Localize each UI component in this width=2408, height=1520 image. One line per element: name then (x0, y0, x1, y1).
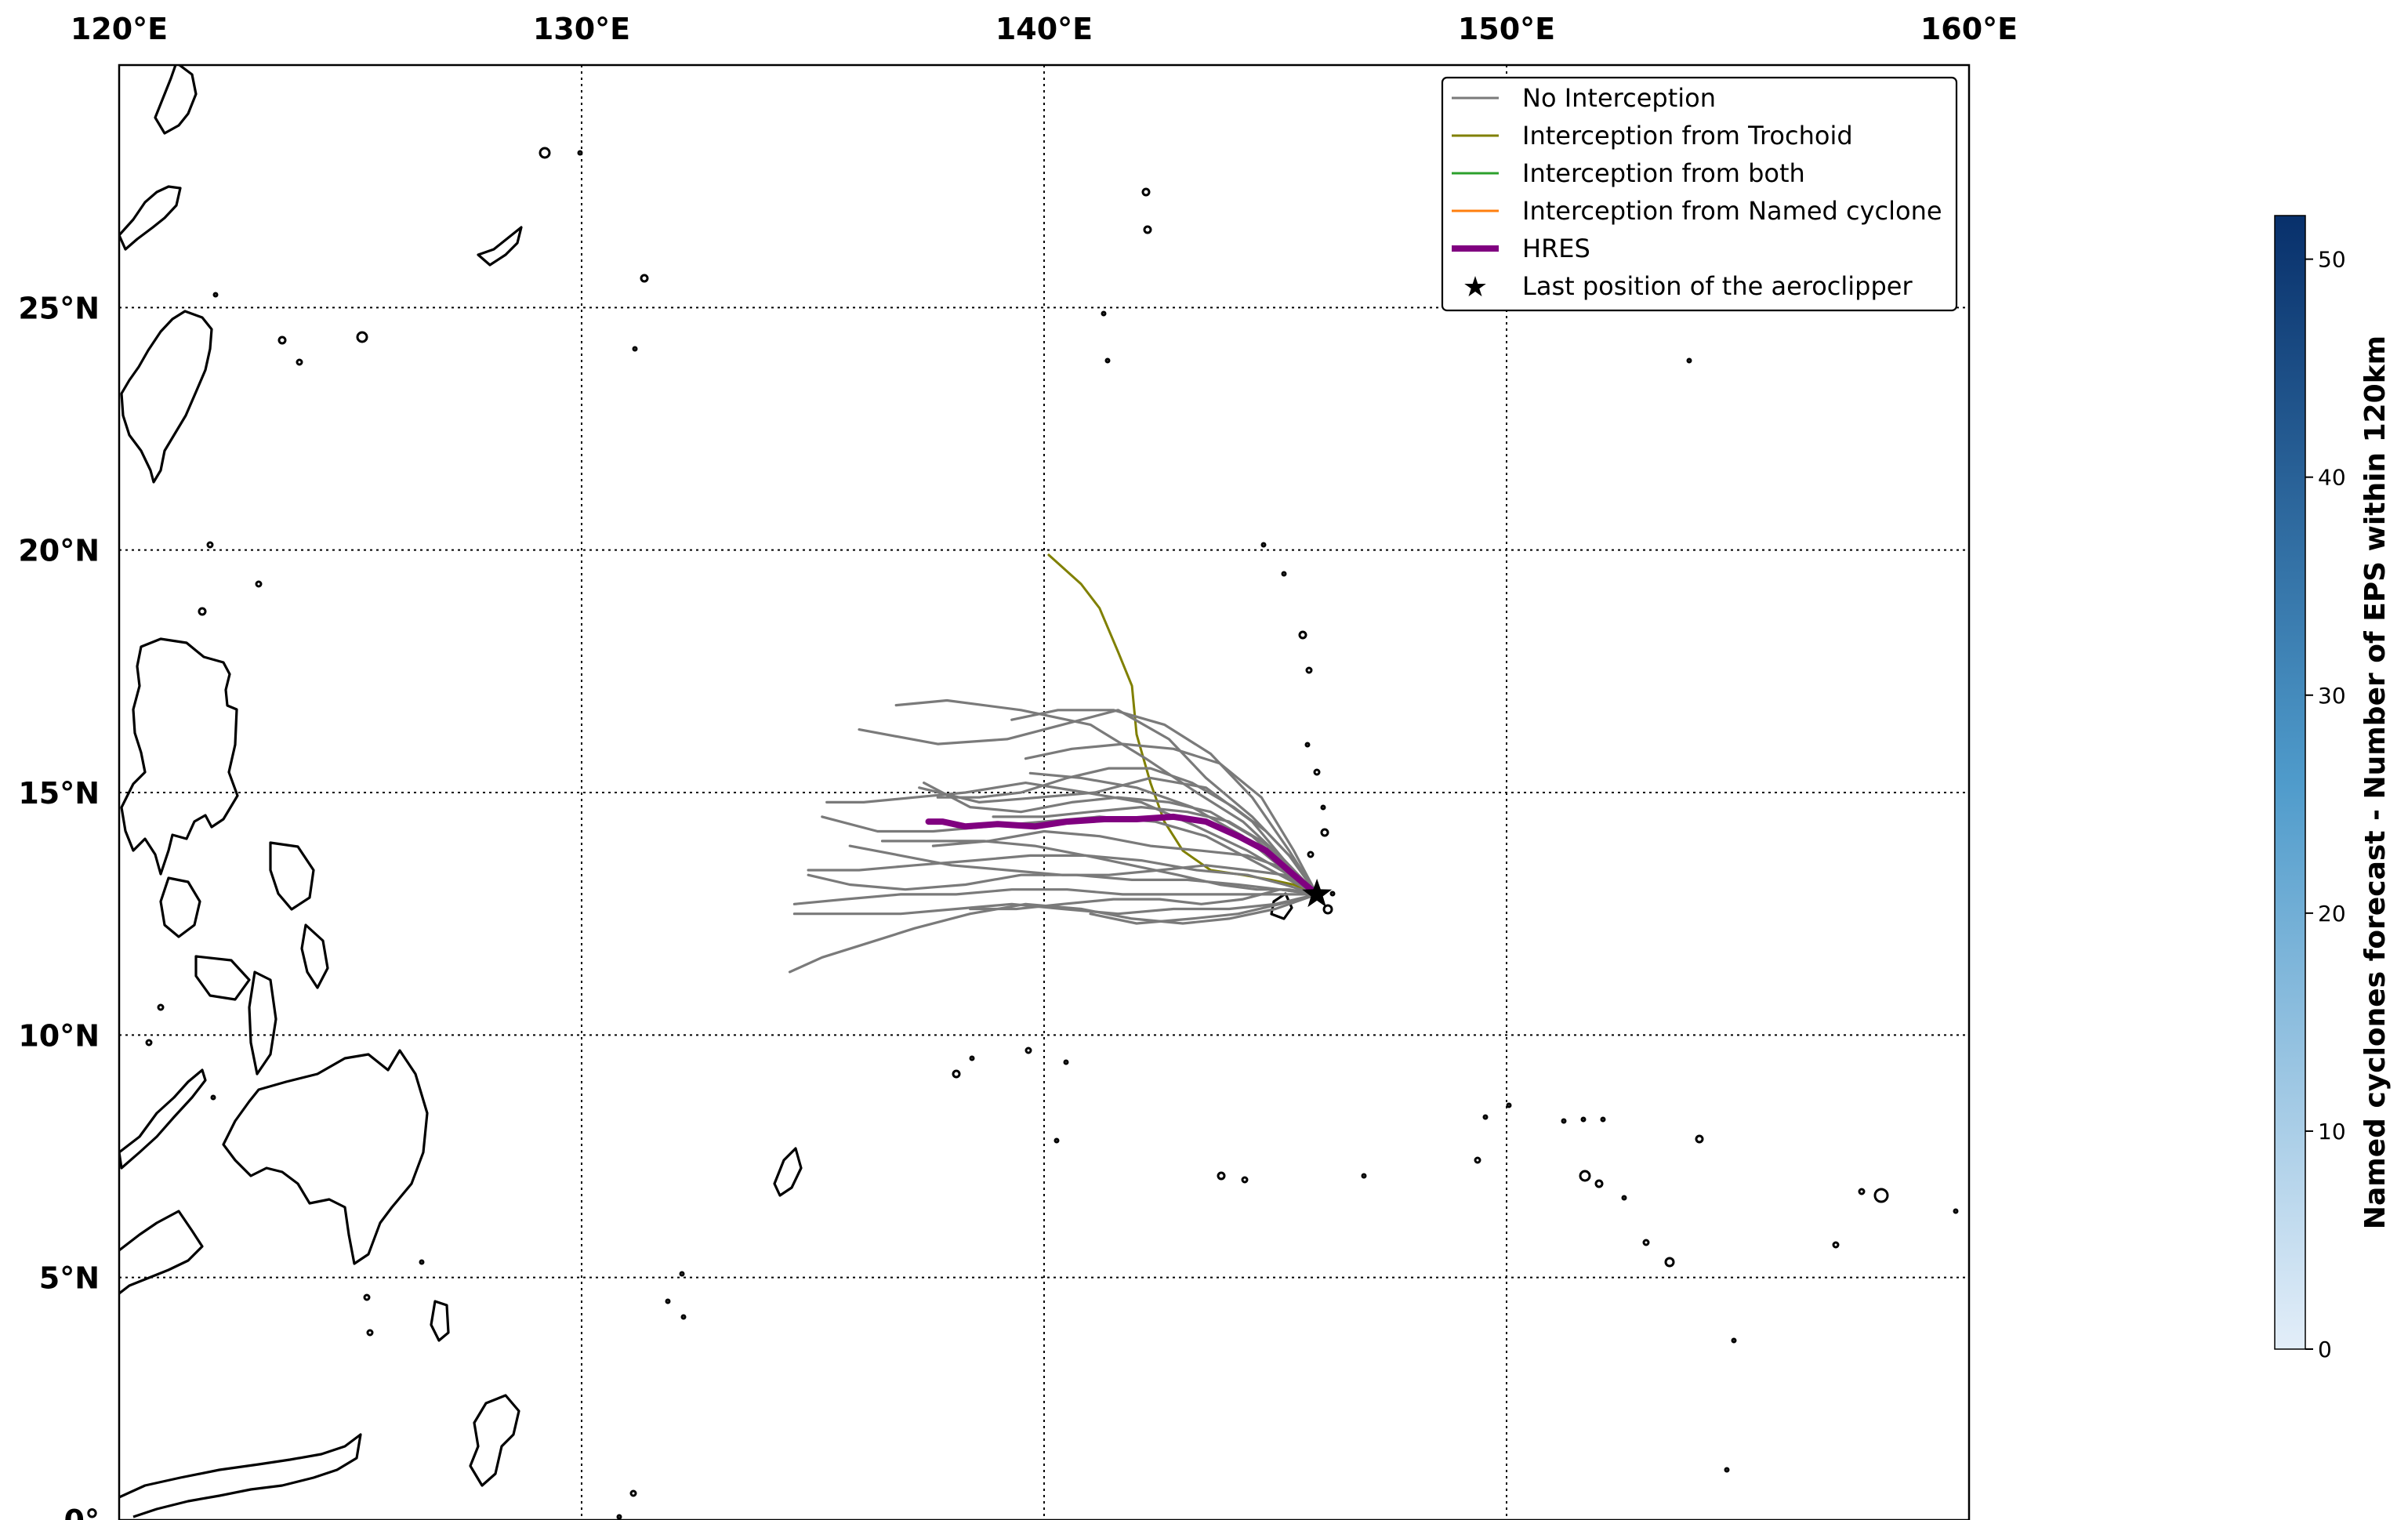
coastline-morotai (430, 1300, 450, 1342)
track-no-interception-8 (931, 829, 1318, 896)
lat-tick-label: 20°N (18, 534, 100, 568)
legend-label-interception-both: Interception from both (1522, 158, 1805, 188)
track-no-interception-18 (848, 844, 1318, 896)
track-no-interception-20 (1024, 742, 1318, 896)
lat-tick-label: 0° (64, 1504, 100, 1520)
lon-tick-label: 140°E (995, 12, 1093, 46)
coastline-palawan (119, 1068, 207, 1170)
coastline-borneo (119, 1210, 204, 1295)
track-no-interception-17 (880, 840, 1318, 896)
legend: No Interception Interception from Trocho… (1441, 76, 1958, 312)
colorbar-tick-label: 0 (2318, 1337, 2332, 1362)
coastline-panay (194, 955, 251, 1001)
track-hres-0 (925, 813, 1321, 898)
lat-tick-label: 15°N (18, 776, 100, 811)
colorbar-tick-label: 10 (2318, 1119, 2346, 1145)
aeroclipper-marker-layer (1302, 878, 1333, 908)
small-islands (145, 147, 1959, 1520)
coastline-taiwan (120, 310, 213, 484)
legend-label-hres: HRES (1522, 234, 1590, 263)
legend-label-aeroclipper: Last position of the aeroclipper (1522, 271, 1913, 301)
track-no-interception-13 (1089, 893, 1318, 925)
lon-tick-label: 160°E (1920, 12, 2018, 46)
lon-tick-label: 150°E (1458, 12, 1555, 46)
legend-label-interception-named: Interception from Named cyclone (1522, 196, 1942, 226)
track-lines (788, 553, 1321, 974)
lat-tick-label: 10°N (18, 1018, 100, 1053)
coastline-samar (269, 841, 315, 911)
track-no-interception-22 (936, 767, 1318, 896)
longitude-tick-labels: 120°E 130°E 140°E 150°E 160°E (71, 12, 2018, 46)
lon-tick-label: 120°E (71, 12, 168, 46)
colorbar-tick-label: 20 (2318, 901, 2346, 927)
coastline-yaeyama (154, 65, 198, 135)
colorbar-tick-label: 40 (2318, 465, 2346, 491)
lat-tick-label: 25°N (18, 291, 100, 325)
colorbar-gradient (2274, 215, 2306, 1350)
coastline-luzon (120, 637, 239, 876)
track-no-interception-12 (792, 893, 1318, 916)
aeroclipper-star-icon (1302, 878, 1333, 908)
legend-box (1441, 76, 1958, 312)
coastline-negros (248, 970, 277, 1076)
legend-swatch-star-icon: ★ (1463, 271, 1488, 303)
coastline-palau (773, 1147, 803, 1197)
track-no-interception-19 (992, 805, 1318, 896)
coastline-okinawa (477, 226, 523, 267)
track-no-interception-21 (968, 888, 1318, 911)
legend-label-interception-trochoid: Interception from Trochoid (1522, 121, 1853, 151)
latitude-tick-labels: 0° 5°N 10°N 15°N 20°N 25°N (18, 291, 100, 1520)
coastline-leyte (300, 923, 329, 989)
lon-tick-label: 130°E (533, 12, 630, 46)
legend-label-no-interception: No Interception (1522, 83, 1716, 113)
coastline-halmahera (469, 1394, 520, 1487)
coastlines (119, 65, 1293, 1518)
coastline-mindoro (159, 876, 201, 938)
colorbar-tick-label: 30 (2318, 683, 2346, 709)
track-no-interception-4 (1010, 709, 1318, 896)
track-no-interception-11 (792, 888, 1318, 905)
colorbar-title: Named cyclones forecast - Number of EPS … (2359, 336, 2392, 1229)
colorbar-tick-label: 50 (2318, 247, 2346, 273)
colorbar: 0 10 20 30 40 50 Named cyclones forecast - Nu… (2274, 215, 2392, 1362)
colorbar-ticks: 0 10 20 30 40 50 (2305, 247, 2346, 1362)
map-frame (118, 63, 1971, 1520)
lat-tick-label: 5°N (39, 1261, 100, 1296)
track-no-interception-14 (788, 893, 1318, 974)
coastline-mindanao (222, 1049, 429, 1265)
coastline-kyushu (119, 185, 182, 251)
gridlines (119, 65, 1969, 1520)
coastline-sulawesi (119, 1433, 362, 1518)
track-no-interception-6 (918, 776, 1318, 896)
